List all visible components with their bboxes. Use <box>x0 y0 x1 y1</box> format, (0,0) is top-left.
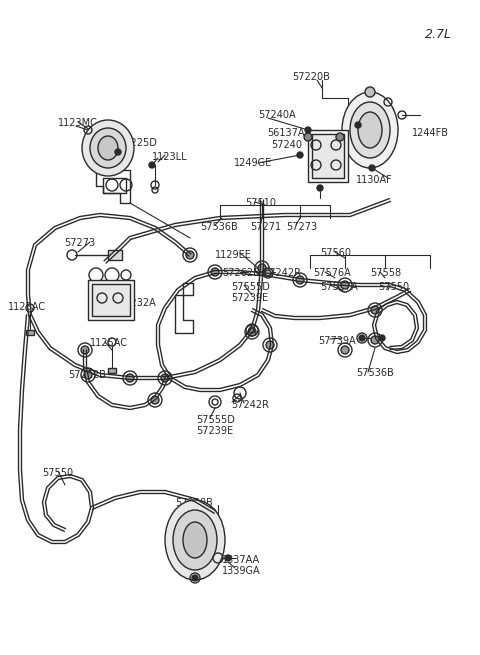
Ellipse shape <box>82 120 134 176</box>
Ellipse shape <box>90 128 126 168</box>
Text: 57271: 57271 <box>100 286 131 296</box>
Text: 57536B: 57536B <box>356 368 394 378</box>
Text: 57225D: 57225D <box>118 138 157 148</box>
Circle shape <box>336 133 344 141</box>
Circle shape <box>81 346 89 354</box>
Text: 57239E: 57239E <box>196 426 233 436</box>
Circle shape <box>341 346 349 354</box>
Text: 1130AF: 1130AF <box>356 175 393 185</box>
Bar <box>108 250 122 260</box>
Text: 57273: 57273 <box>286 222 317 232</box>
Text: 57273: 57273 <box>64 238 95 248</box>
Circle shape <box>258 264 266 272</box>
Circle shape <box>296 276 304 284</box>
Text: 1123LL: 1123LL <box>152 152 188 162</box>
Bar <box>308 130 348 182</box>
Circle shape <box>126 374 134 382</box>
Bar <box>108 368 116 373</box>
Text: 57510: 57510 <box>245 198 276 208</box>
Circle shape <box>341 281 349 289</box>
Circle shape <box>265 270 271 276</box>
Bar <box>312 134 344 178</box>
Circle shape <box>225 555 231 561</box>
Text: 1249GE: 1249GE <box>234 158 272 168</box>
Circle shape <box>359 335 365 341</box>
Circle shape <box>248 328 256 336</box>
Text: 1337AA: 1337AA <box>222 555 260 565</box>
Ellipse shape <box>173 510 217 570</box>
Text: 57239E: 57239E <box>231 293 268 303</box>
Text: 57555D: 57555D <box>196 415 235 425</box>
Circle shape <box>161 374 169 382</box>
Text: 57242R: 57242R <box>263 268 301 278</box>
Text: 57576A: 57576A <box>313 268 351 278</box>
Circle shape <box>266 341 274 349</box>
Ellipse shape <box>358 112 382 148</box>
Circle shape <box>211 268 219 276</box>
Circle shape <box>305 127 311 133</box>
Text: 56137A: 56137A <box>267 128 304 138</box>
Ellipse shape <box>342 92 398 168</box>
Circle shape <box>379 335 385 341</box>
Text: 57262B: 57262B <box>222 268 260 278</box>
Text: 1129EE: 1129EE <box>215 250 252 260</box>
Text: 1339GA: 1339GA <box>222 566 261 576</box>
Text: 1125AC: 1125AC <box>90 338 128 348</box>
Circle shape <box>317 185 323 191</box>
Text: 57560: 57560 <box>320 248 351 258</box>
Circle shape <box>149 162 155 168</box>
Text: 57550: 57550 <box>378 282 409 292</box>
Ellipse shape <box>98 136 118 160</box>
Text: 1129AC: 1129AC <box>358 108 396 118</box>
Circle shape <box>192 575 198 581</box>
Bar <box>88 280 134 320</box>
Circle shape <box>304 133 312 141</box>
Text: 57587A: 57587A <box>320 282 358 292</box>
Circle shape <box>84 371 92 379</box>
Circle shape <box>186 251 194 259</box>
Bar <box>92 284 130 316</box>
Ellipse shape <box>165 500 225 580</box>
Bar <box>26 330 34 335</box>
Text: 57550: 57550 <box>42 468 73 478</box>
Text: 57257: 57257 <box>168 518 199 528</box>
Text: 1244FB: 1244FB <box>412 128 449 138</box>
Ellipse shape <box>183 522 207 558</box>
Circle shape <box>297 152 303 158</box>
Circle shape <box>365 87 375 97</box>
Text: 57262B: 57262B <box>68 370 106 380</box>
Text: 57271: 57271 <box>250 222 281 232</box>
Text: 1123MC: 1123MC <box>58 118 98 128</box>
Text: 57739A: 57739A <box>318 336 356 346</box>
Text: 57220B: 57220B <box>292 72 330 82</box>
Text: 57240A: 57240A <box>258 110 296 120</box>
Text: 57260B: 57260B <box>175 498 213 508</box>
Circle shape <box>369 165 375 171</box>
Text: 1125AC: 1125AC <box>8 302 46 312</box>
Ellipse shape <box>350 102 390 158</box>
Circle shape <box>355 122 361 128</box>
Text: 57536B: 57536B <box>200 222 238 232</box>
Text: 57232A: 57232A <box>118 298 156 308</box>
Circle shape <box>115 149 121 155</box>
Text: 2.7L: 2.7L <box>425 28 452 41</box>
Text: 57555D: 57555D <box>231 282 270 292</box>
Circle shape <box>371 306 379 314</box>
Circle shape <box>371 336 379 344</box>
Text: 57558: 57558 <box>370 268 401 278</box>
Circle shape <box>151 396 159 404</box>
Text: 57242R: 57242R <box>231 400 269 410</box>
Text: 57240: 57240 <box>271 140 302 150</box>
